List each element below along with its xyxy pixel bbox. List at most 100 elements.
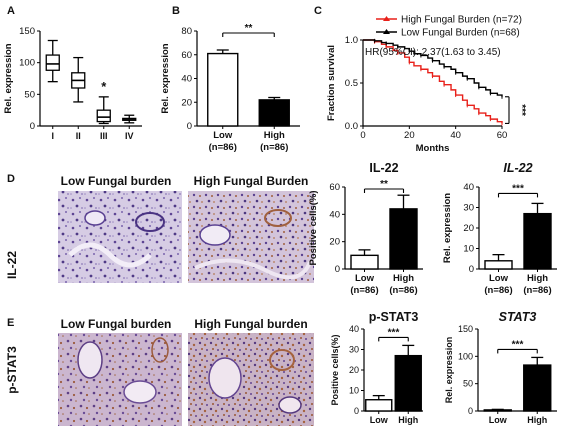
y-tick-label: 20: [329, 237, 340, 248]
image-title-e-low: Low Fungal burden: [61, 317, 172, 331]
survival-chart: 0.0 0.5 1.0 Fraction survival 0 20 40 60 Months H…: [326, 15, 527, 155]
y-tick-label: 40: [181, 74, 192, 85]
chart-title: IL-22: [503, 161, 532, 175]
significance-marker: ***: [516, 104, 527, 116]
legend-label: High Fungal Burden (n=72): [401, 15, 522, 26]
x-tick-label: High: [398, 415, 418, 425]
y-axis-label: Positive cells(%): [330, 334, 340, 405]
x-tick-label: I: [51, 131, 54, 141]
panel-letter-b: B: [172, 5, 180, 17]
y-tick-label: 0: [469, 264, 474, 275]
micrograph-e-high: [188, 333, 314, 426]
y-tick-label: 30: [463, 203, 474, 214]
legend-marker: [383, 16, 390, 21]
panel-letter-a: A: [7, 5, 15, 17]
x-axis-label: Months: [416, 143, 450, 154]
bar-low: [365, 399, 393, 412]
y-tick-label: 60: [181, 50, 192, 61]
y-axis-label: Rel. expression: [3, 43, 14, 113]
chart-title: p-STAT3: [369, 310, 419, 324]
y-axis-label: Rel. expression: [160, 43, 171, 113]
panel-letter-d: D: [7, 173, 15, 185]
x-tick-label: High: [393, 273, 414, 284]
bar-chart-e1: 0 10 20 30 40 Positive cells(%) Low High *** p-ST…: [330, 310, 423, 425]
y-tick-label: 50: [24, 89, 35, 100]
micrograph-d-high: [188, 191, 314, 283]
y-tick-label: 1.0: [345, 35, 358, 46]
bar-low: [207, 52, 239, 127]
y-axis-label: Rel. expression: [444, 337, 454, 404]
bar-low: [483, 409, 512, 412]
image-title-d-low: Low Fungal burden: [61, 174, 172, 188]
y-axis-label: Fraction survival: [326, 45, 337, 121]
panel-letter-e: E: [7, 317, 14, 329]
y-tick-label: 40: [349, 324, 359, 334]
x-tick-sublabel: (n=86): [260, 142, 288, 153]
bar-high: [394, 354, 422, 412]
box-III: [96, 96, 111, 125]
y-axis-label: Rel. expression: [442, 193, 453, 263]
significance-marker: **: [245, 23, 253, 34]
micrograph-e-low: [58, 333, 182, 426]
x-tick-sublabel: (n=86): [389, 285, 417, 296]
y-tick-label: 60: [329, 182, 340, 193]
box-I: [45, 39, 60, 83]
x-tick-label: High: [527, 273, 548, 284]
row-label-pstat3: p-STAT3: [5, 346, 19, 394]
x-tick-label: II: [76, 131, 81, 141]
x-tick-label: 60: [497, 130, 508, 141]
bar-high: [523, 364, 552, 412]
bar-chart-e2: 0 50 100 150 Rel. expression Low High *** STAT3: [444, 310, 557, 425]
bar-high: [389, 208, 418, 270]
micrograph-d-low: [58, 191, 182, 283]
box-IV: [122, 114, 137, 124]
x-tick-label: High: [527, 415, 547, 425]
x-tick-label: Low: [355, 273, 375, 284]
x-tick-label: Low: [489, 415, 508, 425]
y-tick-label: 0: [30, 121, 35, 132]
y-tick-label: 40: [329, 209, 340, 220]
x-tick-sublabel: (n=86): [209, 142, 237, 153]
box-body: [45, 54, 60, 71]
y-tick-label: 0: [335, 264, 340, 275]
chart-title: STAT3: [499, 310, 537, 324]
x-tick-label: Low: [370, 415, 389, 425]
x-tick-label: Low: [213, 130, 233, 141]
y-tick-label: 10: [463, 244, 474, 255]
y-tick-label: 150: [19, 26, 35, 37]
x-tick-sublabel: (n=86): [523, 285, 551, 296]
significance-marker: **: [380, 179, 388, 190]
y-axis-label: Positive cells(%): [308, 191, 319, 266]
y-tick-label: 20: [349, 365, 359, 375]
y-tick-label: 100: [19, 58, 35, 69]
bar-high: [258, 99, 290, 127]
hazard-ratio-annotation: HR(95%CI): 2.37(1.63 to 3.45): [365, 47, 501, 58]
significance-marker: ***: [388, 327, 400, 338]
box-body: [96, 109, 111, 123]
image-title-e-high: High Fungal burden: [194, 317, 307, 331]
bar-low: [484, 260, 513, 270]
significance-marker: ***: [512, 339, 524, 350]
significance-marker: *: [101, 79, 107, 94]
y-tick-label: 0.5: [345, 78, 358, 89]
x-tick-sublabel: (n=86): [350, 285, 378, 296]
bar-high: [523, 212, 552, 270]
y-tick-label: 10: [349, 386, 359, 396]
panel-letter-c: C: [314, 5, 322, 17]
legend-label: Low Fungal Burden (n=68): [401, 28, 520, 39]
x-tick-label: III: [100, 131, 108, 141]
significance-marker: ***: [512, 183, 524, 194]
y-tick-label: 0: [187, 121, 192, 132]
y-tick-label: 0: [354, 406, 359, 416]
y-tick-label: 30: [349, 345, 359, 355]
y-tick-label: 40: [463, 182, 474, 193]
row-label-il22: IL-22: [5, 251, 19, 279]
legend-marker: [383, 29, 390, 34]
x-tick-sublabel: (n=86): [484, 285, 512, 296]
y-tick-label: 80: [181, 26, 192, 37]
chart-title: IL-22: [369, 161, 398, 175]
